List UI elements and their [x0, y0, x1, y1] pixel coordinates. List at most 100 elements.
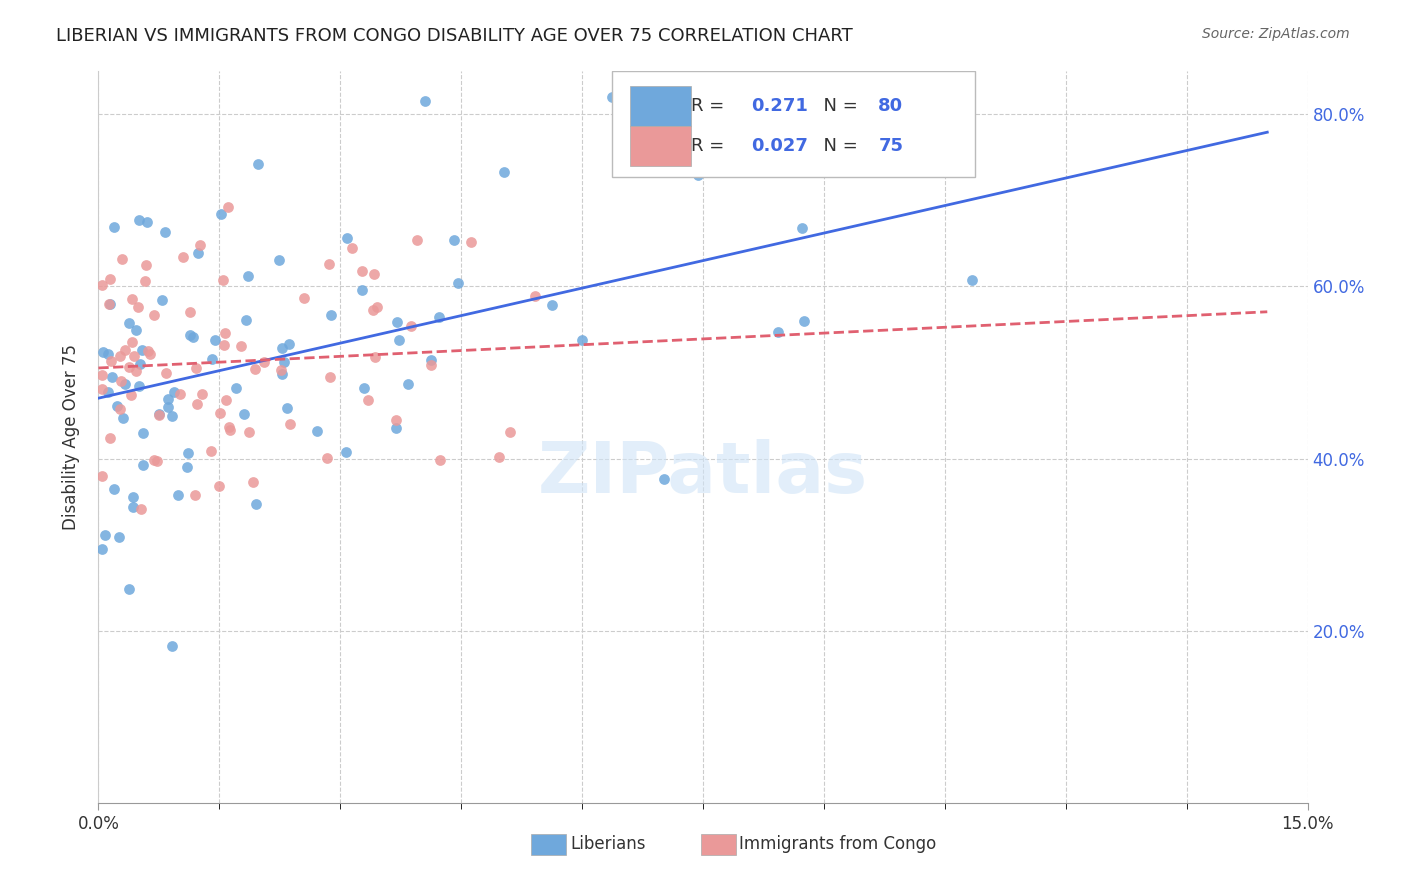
FancyBboxPatch shape	[630, 126, 690, 167]
Liberians	[160, 639, 183, 653]
Immigrants from Congo	[186, 396, 208, 410]
Liberians	[128, 213, 150, 227]
Immigrants from Congo	[111, 252, 134, 266]
Text: N =: N =	[811, 137, 863, 155]
Liberians	[153, 225, 176, 239]
Immigrants from Congo	[108, 402, 131, 417]
Immigrants from Congo	[183, 488, 205, 502]
Text: N =: N =	[811, 96, 863, 115]
Immigrants from Congo	[352, 264, 374, 278]
Liberians	[571, 333, 593, 347]
Liberians	[112, 411, 135, 425]
Immigrants from Congo	[129, 502, 152, 516]
Immigrants from Congo	[91, 468, 114, 483]
Liberians	[179, 328, 201, 343]
Liberians	[278, 336, 301, 351]
Liberians	[131, 343, 153, 358]
Liberians	[91, 344, 114, 359]
Liberians	[232, 407, 254, 421]
Liberians	[163, 384, 186, 399]
Liberians	[541, 298, 564, 312]
Immigrants from Congo	[146, 454, 169, 468]
Text: Immigrants from Congo: Immigrants from Congo	[740, 836, 936, 854]
Text: Liberians: Liberians	[569, 836, 645, 854]
Liberians	[176, 459, 198, 474]
Liberians	[246, 157, 269, 171]
Liberians	[156, 401, 179, 415]
Liberians	[385, 315, 408, 329]
Immigrants from Congo	[118, 359, 141, 374]
Liberians	[235, 312, 257, 326]
Immigrants from Congo	[429, 453, 451, 467]
Liberians	[319, 308, 342, 322]
Immigrants from Congo	[143, 453, 166, 467]
Liberians	[413, 94, 436, 108]
Immigrants from Congo	[110, 374, 132, 388]
Immigrants from Congo	[91, 368, 114, 383]
Liberians	[693, 165, 716, 179]
Immigrants from Congo	[98, 432, 121, 446]
Liberians	[335, 445, 357, 459]
Immigrants from Congo	[139, 347, 162, 361]
Immigrants from Congo	[169, 386, 191, 401]
Liberians	[271, 367, 294, 381]
Liberians	[335, 231, 357, 245]
Liberians	[94, 527, 117, 541]
Immigrants from Congo	[148, 408, 170, 422]
Immigrants from Congo	[155, 366, 177, 380]
Liberians	[100, 296, 122, 310]
Immigrants from Congo	[217, 200, 239, 214]
Liberians	[443, 233, 465, 247]
Immigrants from Congo	[142, 308, 165, 322]
Immigrants from Congo	[340, 242, 363, 256]
Immigrants from Congo	[242, 475, 264, 489]
Immigrants from Congo	[219, 423, 242, 437]
Liberians	[245, 497, 267, 511]
Liberians	[492, 165, 515, 179]
Immigrants from Congo	[498, 425, 520, 440]
Immigrants from Congo	[134, 274, 156, 288]
Immigrants from Congo	[215, 392, 238, 407]
Immigrants from Congo	[211, 272, 233, 286]
Immigrants from Congo	[460, 235, 482, 249]
Liberians	[388, 333, 411, 347]
Liberians	[114, 377, 136, 392]
Liberians	[350, 283, 373, 297]
Liberians	[103, 482, 125, 496]
Immigrants from Congo	[292, 291, 315, 305]
Liberians	[447, 277, 470, 291]
Liberians	[201, 351, 224, 366]
Liberians	[132, 458, 155, 472]
Liberians	[652, 472, 675, 486]
Liberians	[157, 392, 180, 406]
Liberians	[101, 370, 124, 384]
Immigrants from Congo	[191, 387, 214, 401]
Liberians	[187, 245, 209, 260]
Immigrants from Congo	[91, 382, 114, 396]
Liberians	[108, 530, 131, 544]
Immigrants from Congo	[124, 349, 146, 363]
Y-axis label: Disability Age Over 75: Disability Age Over 75	[62, 344, 80, 530]
Immigrants from Congo	[208, 406, 231, 420]
Text: R =: R =	[690, 96, 730, 115]
Liberians	[427, 310, 450, 325]
Liberians	[960, 273, 983, 287]
Liberians	[177, 446, 200, 460]
Text: 80: 80	[879, 96, 904, 115]
Liberians	[135, 215, 157, 229]
Immigrants from Congo	[121, 334, 143, 349]
Liberians	[103, 219, 125, 234]
Immigrants from Congo	[218, 420, 240, 434]
Immigrants from Congo	[524, 289, 547, 303]
Immigrants from Congo	[420, 358, 443, 372]
Immigrants from Congo	[278, 417, 301, 431]
Liberians	[121, 491, 143, 505]
Liberians	[204, 334, 226, 348]
Immigrants from Congo	[98, 297, 121, 311]
Liberians	[686, 168, 709, 182]
FancyBboxPatch shape	[531, 834, 567, 855]
Immigrants from Congo	[138, 344, 160, 359]
Liberians	[238, 268, 260, 283]
Liberians	[766, 325, 789, 339]
Liberians	[384, 420, 406, 434]
